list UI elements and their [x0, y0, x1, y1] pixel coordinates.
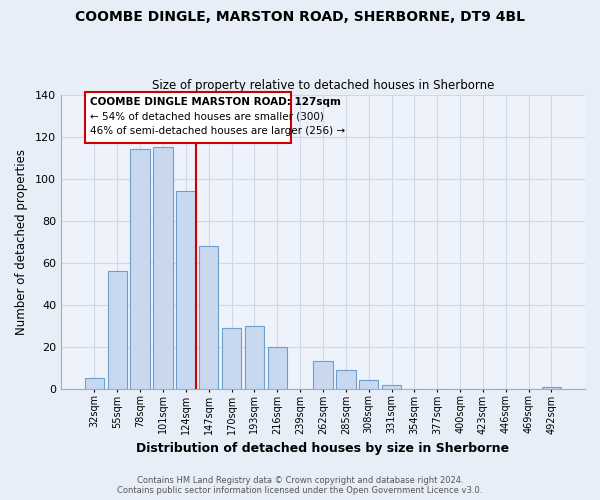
- Bar: [382, 384, 401, 388]
- Bar: [85, 92, 291, 143]
- Bar: [542, 386, 561, 388]
- Bar: [199, 246, 218, 388]
- Y-axis label: Number of detached properties: Number of detached properties: [15, 148, 28, 334]
- Bar: [222, 328, 241, 388]
- Text: COOMBE DINGLE, MARSTON ROAD, SHERBORNE, DT9 4BL: COOMBE DINGLE, MARSTON ROAD, SHERBORNE, …: [75, 10, 525, 24]
- Bar: [359, 380, 379, 388]
- Bar: [154, 147, 173, 388]
- Text: Contains HM Land Registry data © Crown copyright and database right 2024.
Contai: Contains HM Land Registry data © Crown c…: [118, 476, 482, 495]
- X-axis label: Distribution of detached houses by size in Sherborne: Distribution of detached houses by size …: [136, 442, 509, 455]
- Bar: [268, 346, 287, 389]
- Title: Size of property relative to detached houses in Sherborne: Size of property relative to detached ho…: [152, 79, 494, 92]
- Bar: [85, 378, 104, 388]
- Bar: [130, 149, 150, 388]
- Bar: [336, 370, 356, 388]
- Text: COOMBE DINGLE MARSTON ROAD: 127sqm: COOMBE DINGLE MARSTON ROAD: 127sqm: [90, 96, 341, 106]
- Text: ← 54% of detached houses are smaller (300): ← 54% of detached houses are smaller (30…: [90, 112, 324, 122]
- Bar: [313, 362, 332, 388]
- Text: 46% of semi-detached houses are larger (256) →: 46% of semi-detached houses are larger (…: [90, 126, 345, 136]
- Bar: [107, 271, 127, 388]
- Bar: [176, 191, 196, 388]
- Bar: [245, 326, 264, 388]
